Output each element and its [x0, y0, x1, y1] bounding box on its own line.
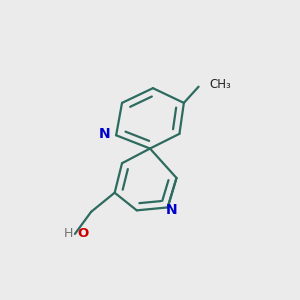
Text: H: H [64, 227, 74, 240]
Text: CH₃: CH₃ [209, 78, 231, 91]
Text: N: N [165, 203, 177, 218]
Text: O: O [77, 227, 88, 240]
Text: N: N [99, 127, 111, 141]
